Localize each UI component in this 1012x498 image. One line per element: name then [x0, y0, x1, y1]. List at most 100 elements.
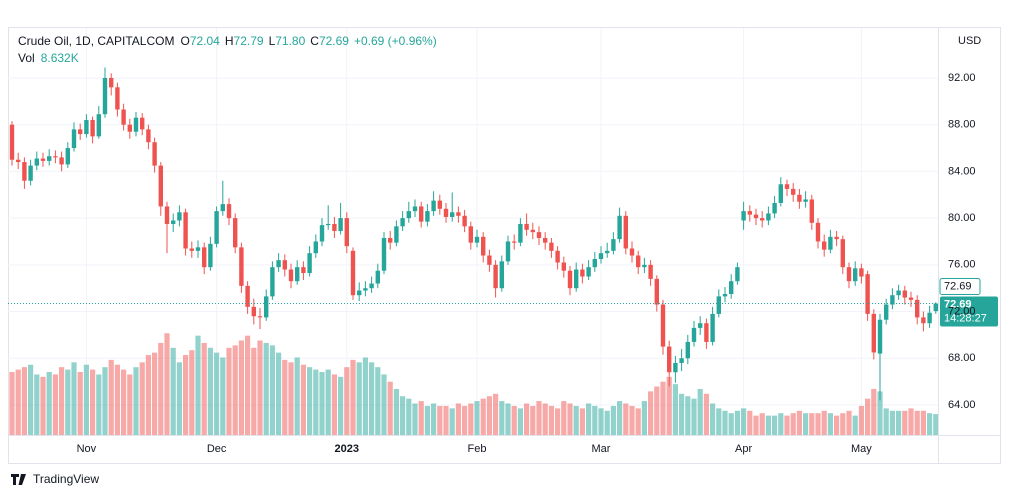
candle-body	[96, 114, 101, 137]
candle-body	[9, 124, 15, 160]
volume-bar	[28, 364, 34, 435]
volume-bar	[778, 413, 784, 435]
candle-body	[270, 267, 275, 297]
candle-body	[127, 124, 132, 132]
candle-body	[369, 283, 374, 289]
candle-body	[797, 194, 802, 202]
candle-body	[840, 239, 845, 268]
volume-bar	[139, 362, 145, 435]
candle-body	[716, 296, 721, 314]
candle-body	[667, 346, 672, 373]
candle-body	[47, 156, 52, 161]
candle-body	[419, 206, 424, 222]
ohlc-value: 71.80	[275, 34, 305, 48]
candle-body	[809, 199, 814, 223]
candle-body	[648, 264, 653, 279]
candle-body	[288, 269, 294, 282]
volume-bar	[821, 410, 827, 435]
volume-bar	[158, 342, 164, 435]
candle-body	[586, 267, 591, 277]
candle-body	[295, 267, 300, 282]
volume-bar	[672, 384, 678, 435]
candle-body	[388, 237, 393, 243]
candle-body	[350, 250, 356, 296]
price-tag	[940, 296, 998, 327]
volume-bar	[790, 413, 796, 435]
volume-bar	[524, 403, 530, 435]
candle-body	[59, 157, 64, 165]
volume-bar	[319, 372, 325, 435]
volume-bar	[325, 369, 331, 435]
candle-body	[400, 218, 405, 227]
candle-body	[629, 248, 635, 256]
volume-bar	[858, 405, 864, 435]
volume-bar	[443, 405, 449, 435]
volume-bar	[703, 393, 709, 435]
candle-body	[512, 241, 517, 243]
volume-bar	[375, 367, 381, 435]
volume-bar	[282, 359, 288, 435]
volume-bar	[648, 391, 654, 435]
volume-bar	[276, 352, 282, 435]
candle-body	[611, 239, 616, 251]
candle-body	[691, 327, 697, 342]
volume-bar	[536, 401, 542, 435]
candle-body	[524, 223, 529, 230]
volume-bar	[114, 364, 120, 435]
volume-bar	[83, 364, 89, 435]
volume-bar	[889, 410, 895, 435]
volume-bar	[462, 405, 468, 435]
candle-body	[431, 200, 436, 212]
volume-bar	[102, 367, 108, 435]
candle-body	[338, 218, 343, 231]
candle-body	[189, 248, 194, 251]
candle-body	[915, 299, 920, 318]
candle-body	[555, 250, 560, 263]
candle-body	[456, 212, 461, 216]
volume-bar	[356, 362, 362, 435]
candle-body	[65, 148, 70, 165]
volume-bar	[381, 374, 387, 435]
volume-bar	[127, 374, 133, 435]
candle-body	[574, 269, 579, 289]
volume-bar	[852, 415, 858, 435]
candle-body	[102, 77, 108, 115]
x-tick-label: Apr	[735, 443, 752, 455]
candle-body	[698, 323, 703, 328]
volume-bar	[784, 415, 790, 435]
candle-body	[766, 213, 771, 221]
volume-bar	[741, 408, 747, 435]
volume-bar	[548, 405, 554, 435]
candle-body	[654, 278, 659, 305]
volume-bar	[666, 376, 672, 435]
volume-bar	[474, 401, 480, 435]
candle-body	[468, 226, 473, 243]
candle-body	[877, 319, 883, 354]
volume-bar	[468, 403, 474, 435]
volume-bar	[393, 388, 399, 435]
candle-body	[865, 274, 870, 314]
candle-body	[729, 281, 734, 295]
candle-body	[549, 242, 554, 251]
volume-bar	[561, 401, 567, 435]
volume-bar	[623, 403, 629, 435]
volume-name: Vol	[18, 51, 35, 65]
candle-body	[605, 250, 610, 254]
candle-body	[177, 212, 182, 221]
candle-body	[226, 204, 232, 219]
volume-bar	[183, 355, 189, 435]
x-tick-label: May	[851, 443, 872, 455]
candle-body	[301, 267, 306, 274]
candle-body	[530, 229, 535, 233]
volume-bar	[121, 369, 127, 435]
candle-body	[921, 317, 926, 324]
y-tick-label: 68.00	[948, 352, 976, 364]
candle-body	[493, 264, 498, 289]
candle-body	[778, 184, 783, 203]
footer-logo: TradingView	[11, 472, 99, 486]
candle-body	[140, 117, 145, 130]
volume-bar	[15, 369, 21, 435]
countdown-label: 14:28:27	[944, 312, 987, 324]
candle-body	[443, 208, 449, 217]
candle-body	[257, 316, 263, 318]
